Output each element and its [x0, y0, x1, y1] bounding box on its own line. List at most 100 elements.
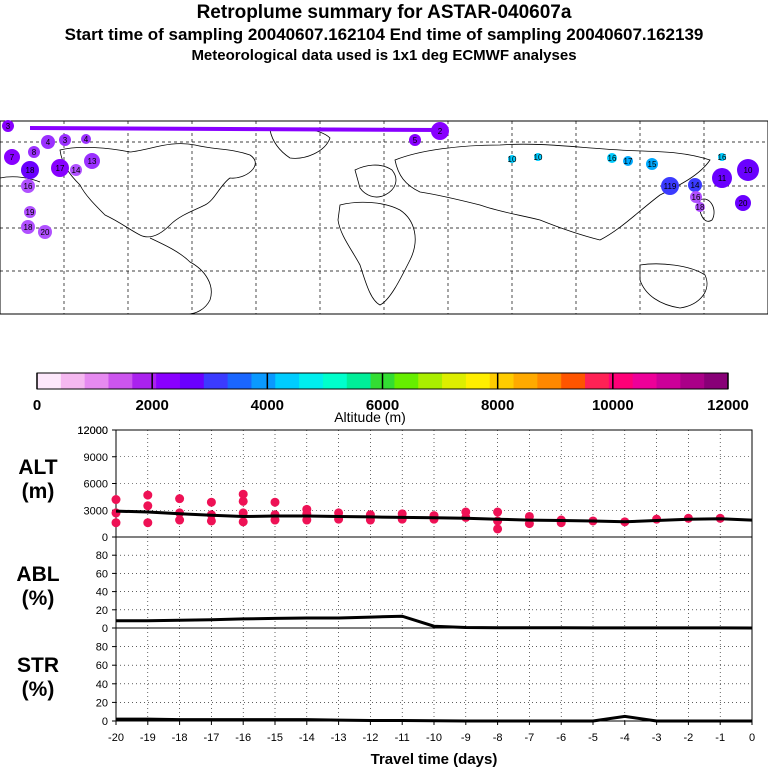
colorbar-segment [537, 373, 562, 389]
x-tick-label: -16 [235, 732, 251, 744]
y-tick-label: 6000 [84, 479, 108, 491]
panel-ylabel: ALT [18, 456, 57, 479]
map-marker [409, 134, 421, 146]
x-tick-label: -1 [715, 732, 725, 744]
map-marker [737, 159, 759, 181]
colorbar-segment [299, 373, 324, 389]
colorbar-tick-label: 12000 [707, 397, 749, 414]
map-marker-label: 16 [608, 154, 617, 163]
x-tick-label: -13 [331, 732, 347, 744]
altitude-dot [493, 507, 503, 517]
time-series-panels: 03000600090001200012000ALT(m)020406080AB… [16, 425, 755, 768]
map-marker-label: 20 [41, 228, 50, 237]
colorbar-tick-label: 0 [33, 397, 41, 414]
colorbar-segment [108, 373, 133, 389]
colorbar-segment [132, 373, 157, 389]
map-marker-label: 4 [46, 138, 51, 147]
colorbar-segment [656, 373, 681, 389]
panel-frame [115, 536, 753, 629]
map-marker-label: 16 [692, 193, 701, 202]
y-tick-label: 40 [96, 587, 108, 599]
map-marker [24, 206, 36, 218]
x-axis-label: Travel time (days) [371, 751, 498, 768]
y-tick-label: 60 [96, 568, 108, 580]
y-tick-label: 20 [96, 605, 108, 617]
map-marker-label: 14 [691, 181, 700, 190]
colorbar-segment [442, 373, 467, 389]
colorbar-segment [227, 373, 252, 389]
map-marker [712, 168, 732, 188]
map-marker-label: 14 [72, 166, 81, 175]
colorbar-segment [704, 373, 729, 389]
map-marker-label: 10 [508, 155, 517, 164]
colorbar-tick-label: 10000 [592, 397, 634, 414]
map-marker [2, 120, 14, 132]
map-marker-label: 19 [26, 208, 35, 217]
altitude-dot [143, 501, 153, 511]
map-marker-label: 2 [438, 127, 443, 136]
y-tick-label: 60 [96, 660, 108, 672]
y-tick-label: 80 [96, 642, 108, 654]
coastlines [0, 127, 715, 315]
x-tick-label: -6 [556, 732, 566, 744]
colorbar-segment [608, 373, 634, 389]
x-tick-label: -14 [299, 732, 315, 744]
map-marker [21, 161, 39, 179]
colorbar-tick-label: 6000 [366, 397, 399, 414]
map-marker-label: 17 [56, 164, 65, 173]
altitude-dot [111, 495, 121, 505]
colorbar-segment [632, 373, 658, 389]
map-marker-label: 4 [84, 135, 89, 144]
y-tick-label: 12000 [77, 425, 108, 437]
map-marker [38, 225, 52, 239]
chart-title: Retroplume summary for ASTAR-040607a [196, 2, 572, 23]
map-marker-label: 11 [718, 174, 727, 183]
altitude-dot [143, 518, 153, 528]
colorbar-segment [418, 373, 443, 389]
x-tick-label: -19 [140, 732, 156, 744]
map-marker-label: 16 [24, 182, 33, 191]
colorbar-segment [84, 373, 109, 389]
map-marker [534, 153, 542, 161]
panel-abl: 0 20 40 60 80 ABL(%) [16, 536, 753, 635]
map-marker-label: 119 [664, 182, 677, 191]
map-marker [695, 202, 705, 212]
colorbar-segment [465, 373, 491, 389]
y-tick-label: 20 [96, 697, 108, 709]
x-tick-label: -5 [588, 732, 598, 744]
map-marker [718, 153, 726, 161]
colorbar-segment [156, 373, 181, 389]
map-marker [431, 122, 449, 140]
map-marker-label: 18 [26, 166, 35, 175]
map-marker [688, 178, 702, 192]
y-tick-label: 9000 [84, 452, 108, 464]
x-tick-label: -4 [620, 732, 630, 744]
colorbar-segment [680, 373, 705, 389]
colorbar-segment [561, 373, 586, 389]
map-marker [21, 179, 35, 193]
map-marker-label: 13 [88, 157, 97, 166]
colorbar-segment [513, 373, 538, 389]
colorbar-segment [179, 373, 205, 389]
panel-ylabel: ABL [16, 563, 59, 586]
map-marker-label: 7 [10, 153, 15, 162]
map-marker-label: 5 [413, 136, 418, 145]
map-marker [623, 156, 633, 166]
map-marker [84, 153, 100, 169]
map-marker [607, 153, 617, 163]
colorbar-segment [251, 373, 276, 389]
colorbar-tick-label: 2000 [135, 397, 168, 414]
met-data-note: Meteorological data used is 1x1 deg ECMW… [191, 47, 577, 64]
map-marker [508, 155, 516, 163]
x-tick-label: -20 [108, 732, 124, 744]
panel-ylabel: (m) [22, 480, 55, 503]
map-marker-label: 18 [24, 223, 33, 232]
colorbar-segment [585, 373, 610, 389]
altitude-dot [206, 516, 216, 526]
map-altitude-labels: 3 2 5 4 3 4 7 8 13 18 17 14 16 19 18 20 10 10 16 17 15 16 11 10… [2, 120, 759, 239]
map-marker [690, 191, 702, 203]
